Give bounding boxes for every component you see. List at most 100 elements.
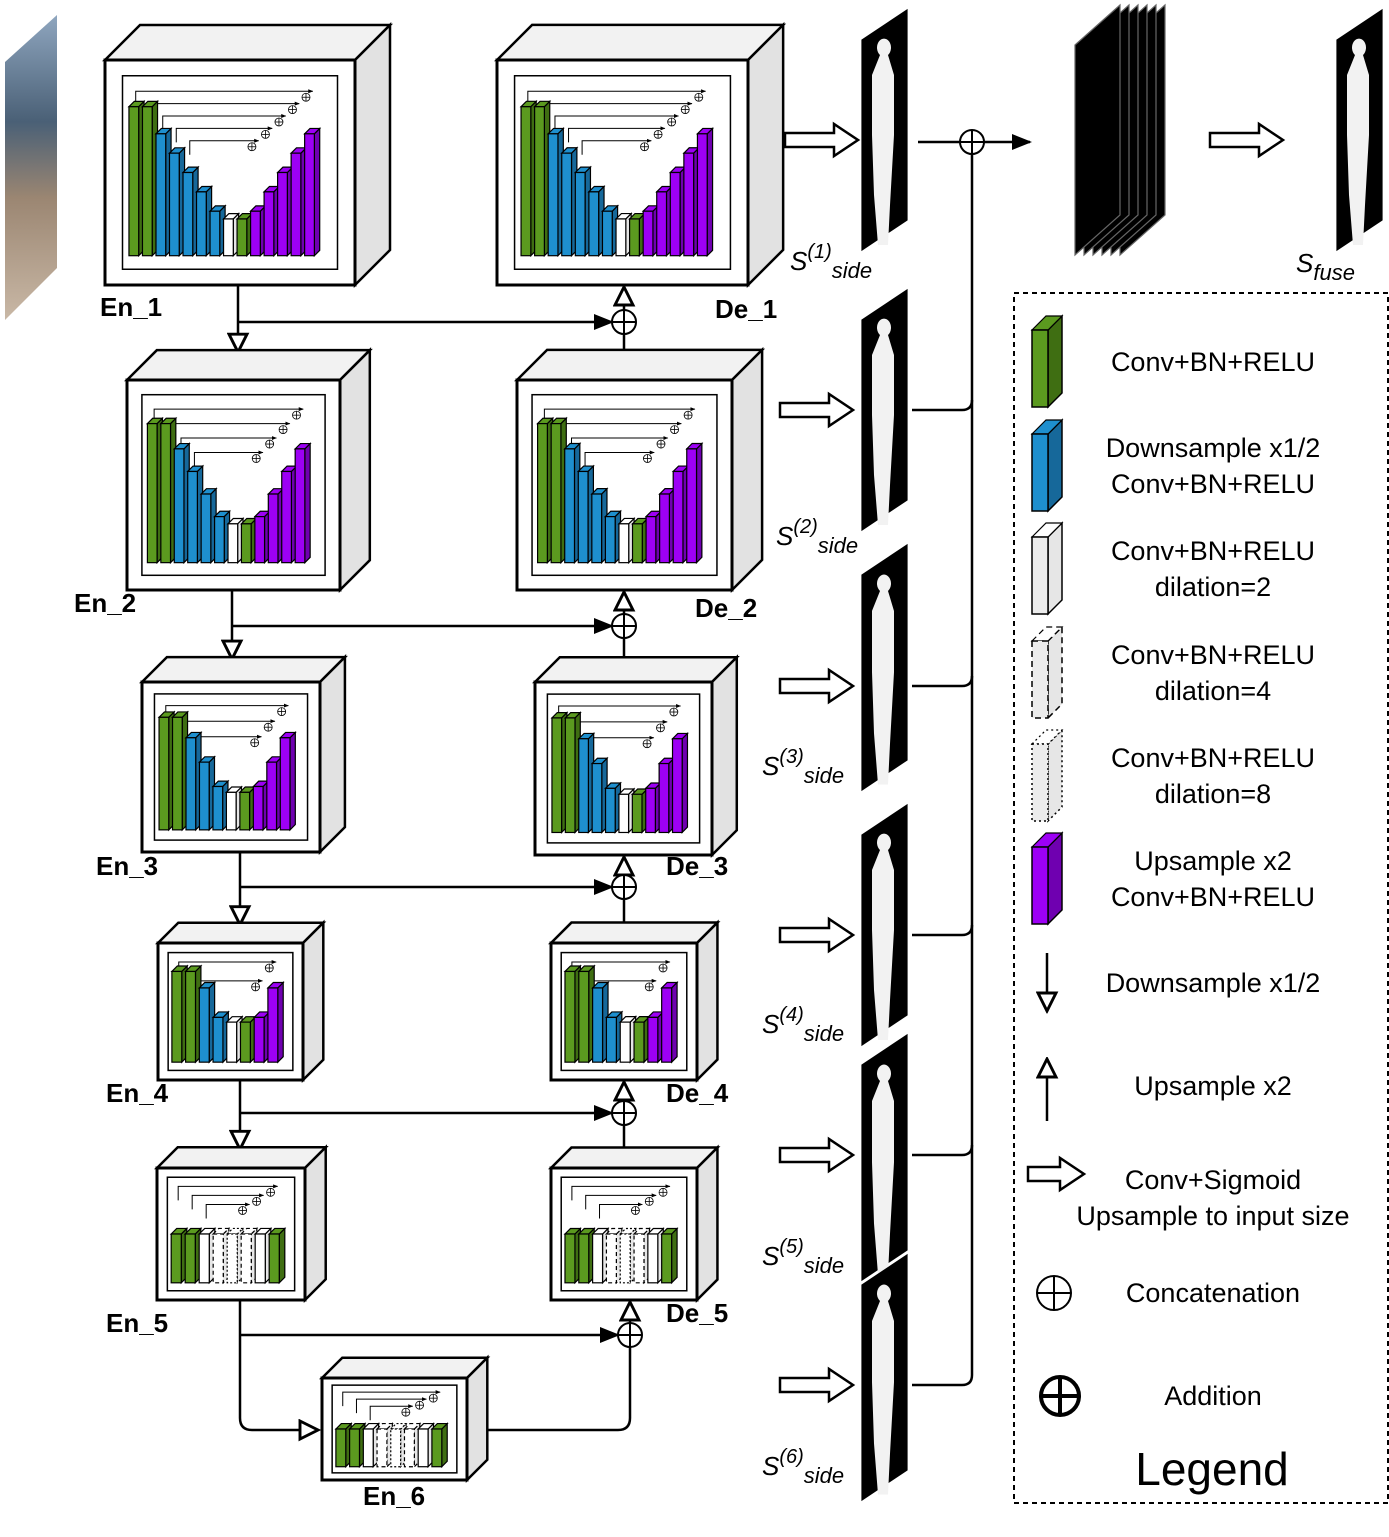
box-side (353, 21, 392, 289)
box-side (338, 347, 372, 594)
block-front (253, 1016, 265, 1063)
decoder-label: De_4 (666, 1078, 729, 1108)
skip-line (527, 89, 707, 106)
legend-text: Downsample x1/2 (1106, 968, 1321, 998)
block-front (591, 493, 603, 564)
label-base: S (1296, 248, 1314, 278)
box-inner (531, 393, 718, 577)
block-front (578, 738, 589, 834)
block-front (168, 152, 180, 257)
block-side (304, 442, 311, 565)
block-front (349, 1428, 361, 1468)
block-front (160, 422, 172, 564)
output-arrow (1026, 1155, 1087, 1193)
label-base: S (762, 1241, 780, 1271)
box-top (493, 23, 787, 62)
block-front (633, 1233, 645, 1284)
block-front (254, 516, 266, 564)
block-front (564, 970, 576, 1063)
legend-text: Conv+BN+RELU (1111, 347, 1315, 377)
block-side (695, 442, 703, 565)
skip-line (585, 1193, 657, 1210)
legend-text: Addition (1164, 1381, 1262, 1411)
legend-block-side (1047, 728, 1063, 823)
output-arrow (783, 121, 861, 159)
legend-text: Conv+BN+RELU (1111, 640, 1315, 670)
block-front (195, 191, 207, 257)
block-front (672, 470, 684, 564)
block-front (277, 171, 288, 257)
block-front (212, 785, 224, 831)
block-front (645, 516, 657, 564)
legend-block-front (1031, 329, 1049, 408)
legend-text: Conv+BN+RELU (1111, 882, 1315, 912)
block-front (550, 422, 562, 564)
skip-line (162, 113, 287, 130)
box-side (746, 21, 785, 289)
side-output-label: S(4)side (762, 1004, 844, 1046)
block-front (225, 791, 237, 831)
block-front (578, 970, 590, 1063)
block-front (696, 133, 708, 257)
label-sub: fuse (1313, 260, 1355, 285)
block-front (362, 1428, 374, 1468)
block-front (647, 1233, 659, 1284)
block-front (254, 1233, 266, 1284)
legend-text: Concatenation (1126, 1278, 1300, 1308)
block-front (198, 1233, 210, 1284)
encoder-label: En_4 (106, 1078, 169, 1108)
block-front (263, 191, 275, 257)
skip-line (568, 126, 666, 143)
block-front (633, 1021, 645, 1063)
box-side (695, 1144, 719, 1304)
label-sub: side (818, 533, 858, 558)
block-front (290, 152, 302, 257)
block-front (249, 210, 261, 257)
connector (912, 924, 974, 937)
legend-text: dilation=4 (1155, 676, 1271, 706)
block-front (604, 516, 616, 564)
box-inner (546, 693, 701, 844)
label-sup: (2) (793, 516, 817, 538)
block-front (239, 1021, 251, 1063)
encoder-label: En_2 (74, 588, 136, 618)
connector (238, 1335, 318, 1430)
skip-line (584, 450, 655, 467)
encoder-label: En_1 (100, 292, 162, 322)
block-front (198, 987, 210, 1063)
block-front (619, 1233, 631, 1284)
block-front (628, 218, 640, 257)
label-sub: side (804, 1253, 844, 1278)
decoder-label: De_5 (666, 1298, 728, 1328)
block-front (182, 171, 194, 257)
block-front (601, 210, 613, 257)
block-front (209, 210, 221, 257)
block-side (671, 1227, 678, 1285)
box-side (465, 1354, 489, 1484)
box-top (547, 1146, 721, 1170)
label-base: S (762, 751, 780, 781)
label-base: S (762, 1009, 780, 1039)
block-front (615, 218, 627, 257)
block-front (304, 133, 315, 257)
block-front (534, 106, 545, 257)
block-front (267, 987, 279, 1063)
block-front (212, 1016, 224, 1063)
block-front (390, 1428, 402, 1468)
block-front (592, 987, 604, 1063)
legend-block-front (1031, 536, 1049, 615)
output-arrow (778, 667, 856, 705)
skip-line (342, 1390, 441, 1407)
block-front (592, 1233, 604, 1284)
legend-text: dilation=2 (1155, 572, 1271, 602)
box-inner (141, 393, 326, 577)
legend-block-side (1047, 521, 1063, 616)
skip-line (189, 138, 260, 155)
block-front (173, 448, 185, 564)
block-side (706, 126, 714, 258)
encoder-label: En_5 (106, 1308, 168, 1338)
label-sup: (5) (779, 1236, 803, 1258)
block-front (236, 218, 248, 257)
skip-line (571, 1184, 671, 1201)
skip-line (205, 1202, 251, 1219)
